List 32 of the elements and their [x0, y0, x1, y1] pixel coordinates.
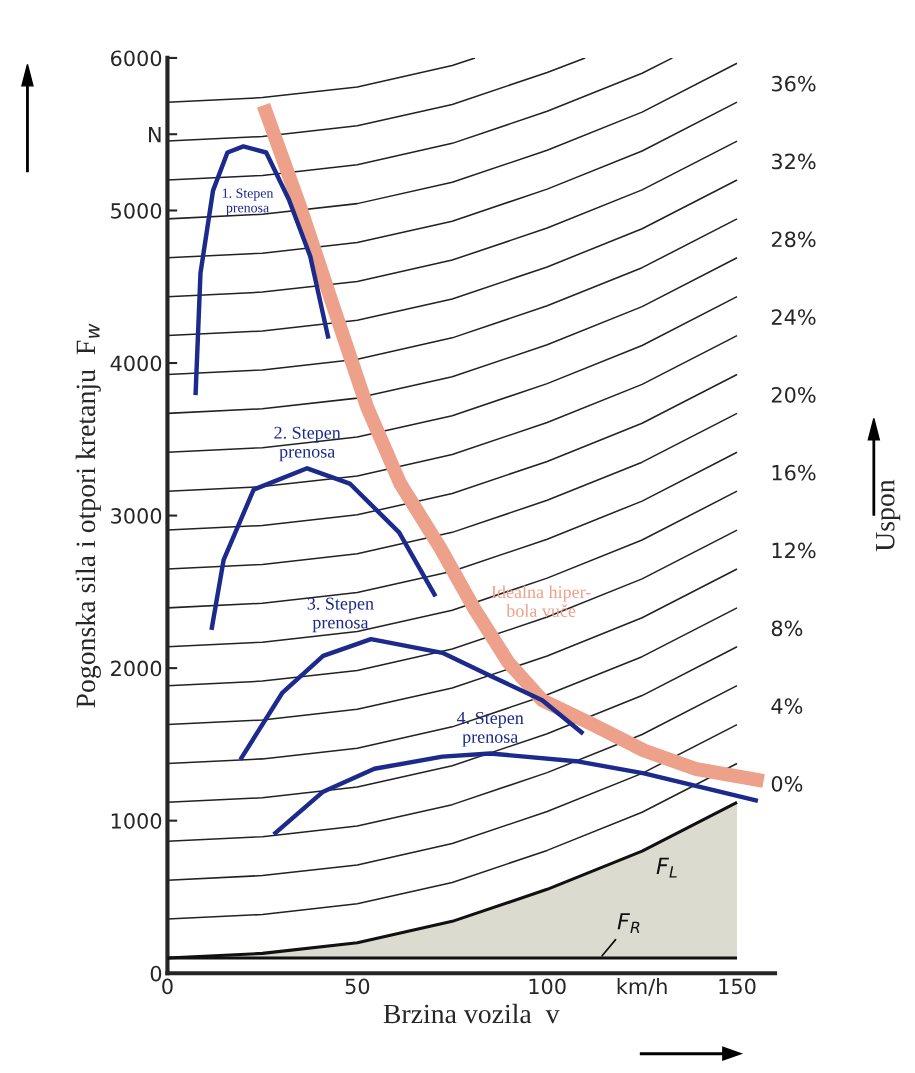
annotation: 0% — [771, 775, 803, 792]
y-axis-title: Pogonska sila i otpori kretanju F$_{w}$ — [75, 323, 101, 708]
y-tick-label: 0 — [150, 965, 162, 982]
series-label: F$_{L}$ — [656, 857, 677, 878]
y-tick-label: 2000 — [111, 660, 162, 677]
series-label: 2. Stepen prenosa — [274, 426, 341, 462]
series-label: 12% — [772, 542, 816, 559]
series-label: 32% — [771, 153, 816, 170]
series-label: 4% — [771, 698, 803, 714]
x-tick-label: km/h — [617, 978, 667, 996]
y-tick-label: 6000 — [111, 50, 162, 67]
series-label: 16% — [772, 464, 816, 481]
series-label: 4. Stepen prenosa — [456, 711, 524, 747]
series-label: 36% — [771, 75, 816, 92]
series-label: 20% — [771, 386, 816, 403]
series-label: 24% — [771, 309, 816, 325]
y-tick-label: 4000 — [110, 355, 162, 372]
x-tick-label: 0 — [162, 978, 173, 995]
series-label: 3. Stepen prenosa — [307, 597, 374, 633]
series-label: 8% — [771, 620, 803, 637]
x-tick-label: 50 — [345, 978, 370, 995]
series-label: 28% — [771, 231, 816, 248]
y-tick-label: 5000 — [111, 202, 162, 219]
y-tick-label: 1000 — [111, 813, 162, 829]
series-label: 1. Stepen prenosa — [222, 188, 274, 216]
series-label: F$_{R}$ — [617, 913, 640, 933]
y2-axis-title: Uspon — [876, 479, 901, 552]
x-tick-label: 100 — [529, 978, 566, 995]
y-tick-label: 3000 — [111, 508, 162, 524]
x-tick-label: 150 — [719, 978, 756, 995]
x-axis-title: Brzina vozila v — [383, 1003, 560, 1024]
y-tick-label: N — [149, 126, 161, 143]
